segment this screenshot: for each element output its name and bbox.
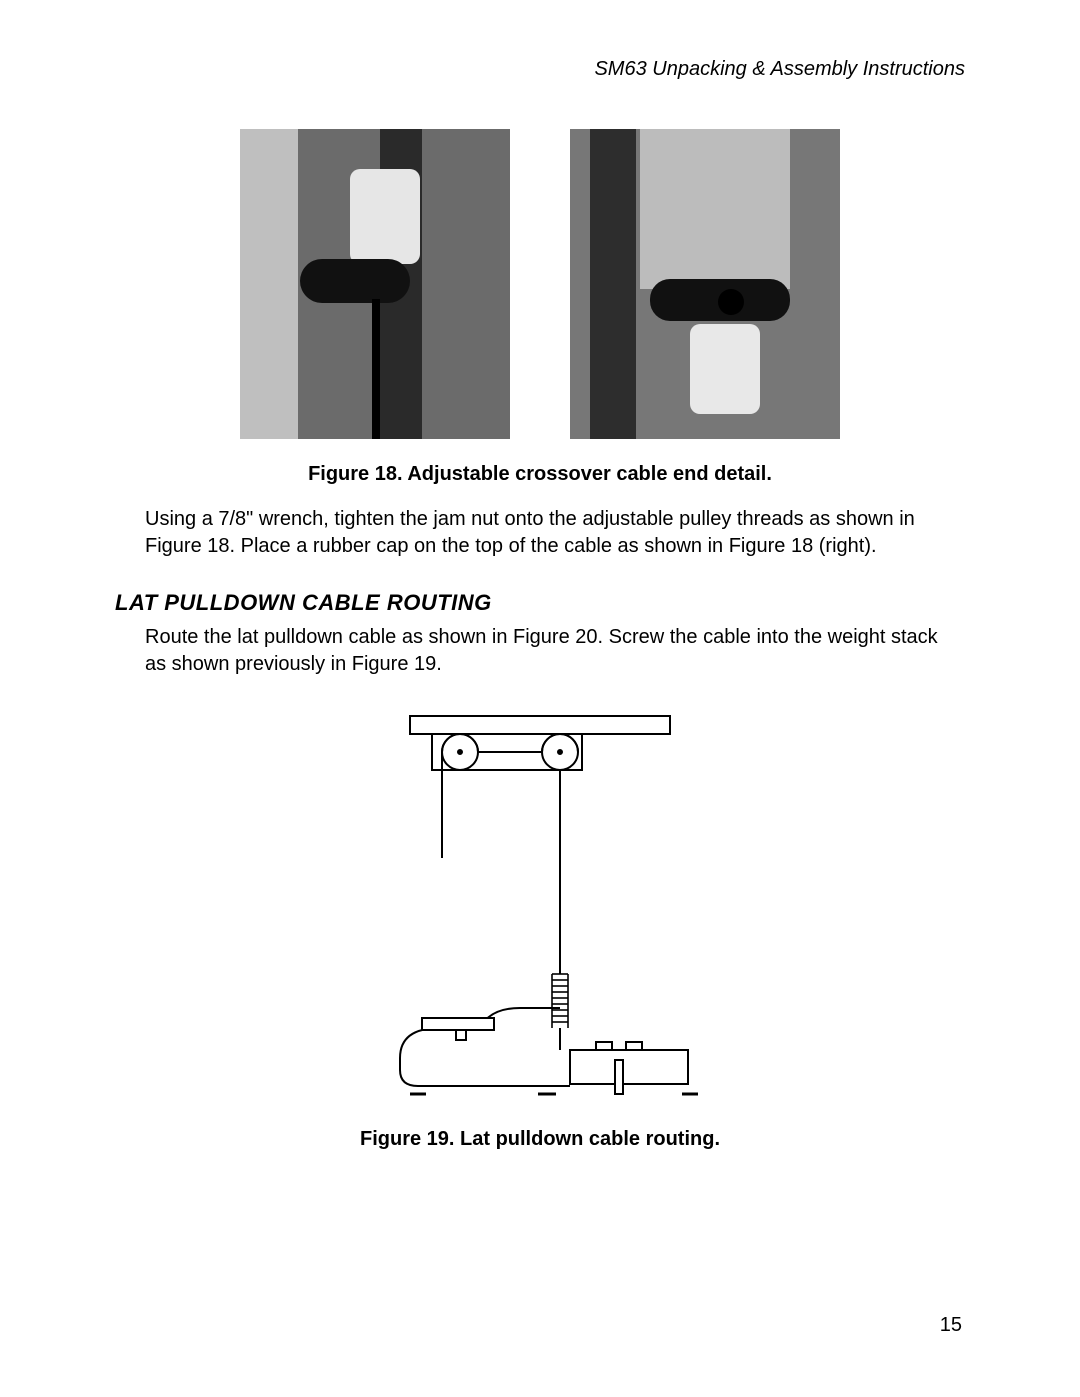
figure-18-photo-left [240, 129, 510, 439]
section-heading-lat-pulldown: LAT PULLDOWN CABLE ROUTING [115, 590, 965, 616]
paragraph-wrench-instruction: Using a 7/8" wrench, tighten the jam nut… [145, 506, 955, 560]
paragraph-lat-pulldown: Route the lat pulldown cable as shown in… [145, 624, 955, 678]
document-page: SM63 Unpacking & Assembly Instructions F… [0, 0, 1080, 1397]
figure-18-photo-right [570, 129, 840, 439]
figure-19-diagram-wrap [115, 708, 965, 1108]
figure-18-photos [115, 129, 965, 439]
figure-19-diagram [370, 708, 710, 1108]
page-header: SM63 Unpacking & Assembly Instructions [115, 58, 965, 81]
figure-18-caption: Figure 18. Adjustable crossover cable en… [115, 463, 965, 486]
page-number: 15 [940, 1314, 962, 1337]
figure-19-caption: Figure 19. Lat pulldown cable routing. [115, 1128, 965, 1151]
